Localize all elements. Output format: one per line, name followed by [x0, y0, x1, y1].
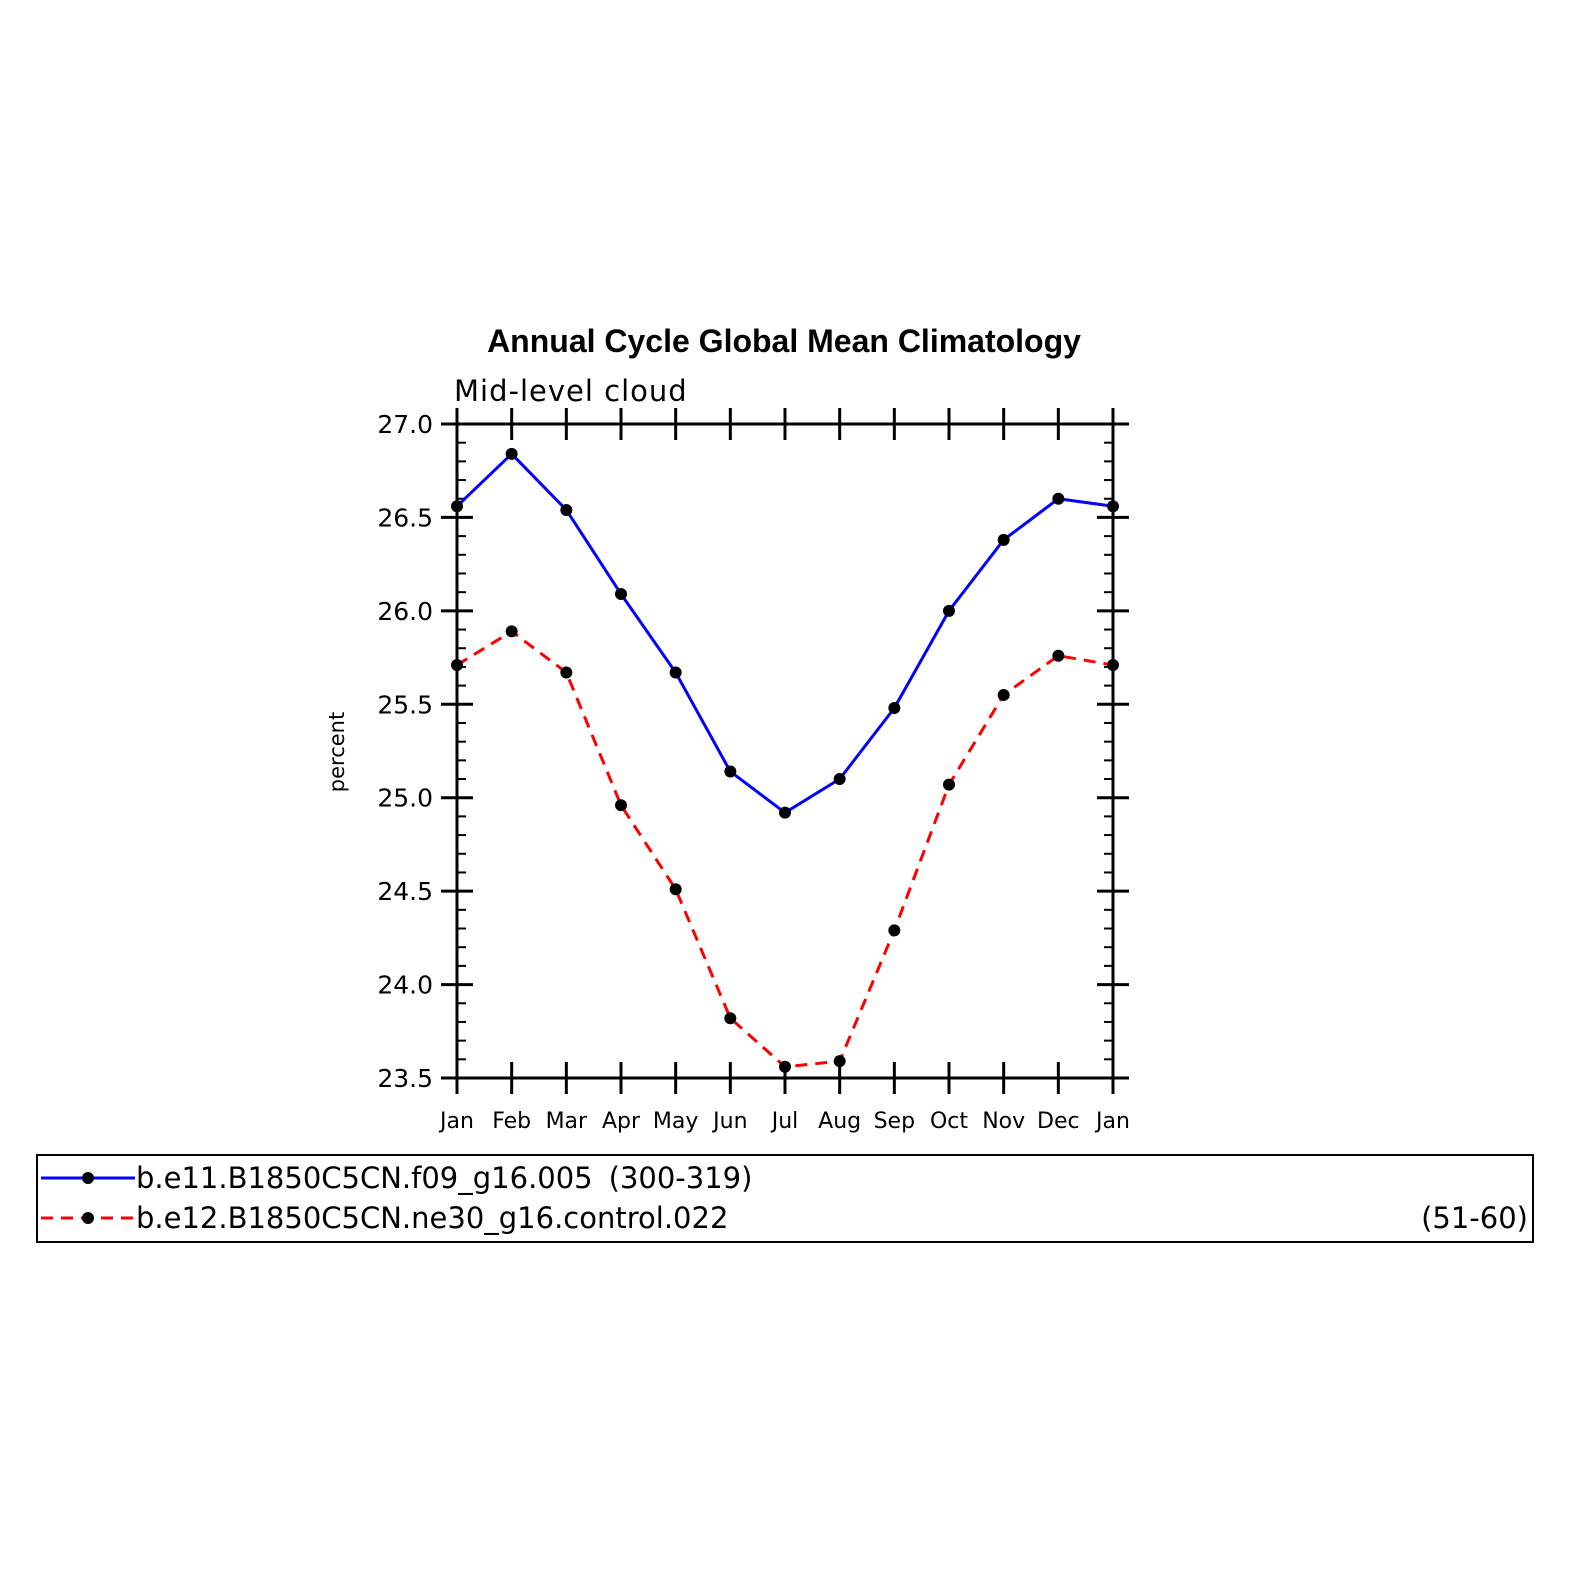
legend-marker — [82, 1212, 94, 1224]
legend-label: b.e11.B1850C5CN.f09_g16.005 — [136, 1161, 593, 1195]
y-tick-label: 23.5 — [377, 1064, 433, 1093]
data-point — [1052, 649, 1065, 662]
y-tick-label: 26.0 — [377, 597, 433, 626]
x-tick-label: Aug — [818, 1109, 861, 1134]
data-point — [505, 447, 518, 460]
x-tick-labels: Jan Feb Mar Apr May Jun Jul Aug Sep Oct Nov Dec Jan — [438, 1109, 1130, 1134]
x-tick-label: Feb — [492, 1109, 531, 1134]
legend-box — [36, 1154, 1534, 1243]
data-point — [451, 500, 463, 513]
chart-subtitle: Mid-level cloud — [454, 374, 688, 408]
y-tick-label: 27.0 — [377, 410, 433, 439]
y-tick-label: 25.0 — [377, 784, 433, 813]
y-tick-label: 24.5 — [377, 877, 433, 906]
axis-ticks — [441, 408, 1129, 1094]
x-tick-label: Oct — [930, 1109, 968, 1134]
data-point — [888, 924, 901, 937]
legend-label: b.e12.B1850C5CN.ne30_g16.control.022 — [136, 1201, 728, 1235]
x-tick-label: Nov — [982, 1109, 1025, 1134]
data-point — [669, 666, 682, 679]
x-tick-label: Jul — [770, 1109, 799, 1134]
x-tick-label: May — [653, 1109, 698, 1134]
data-point — [997, 688, 1010, 701]
chart-title: Annual Cycle Global Mean Climatology — [487, 323, 1081, 359]
series-markers — [451, 447, 1119, 1073]
data-point — [560, 666, 573, 679]
x-tick-label: Mar — [546, 1109, 588, 1134]
series-line-2 — [456, 629, 1114, 1069]
y-tick-label: 25.5 — [377, 690, 433, 719]
data-point — [615, 588, 627, 601]
data-point — [833, 773, 846, 786]
data-point — [1052, 492, 1065, 505]
data-point — [560, 503, 573, 516]
legend-period: (51-60) — [1421, 1201, 1528, 1235]
data-point — [779, 806, 791, 819]
x-tick-label: Sep — [874, 1109, 915, 1134]
x-tick-label: Jan — [1094, 1109, 1130, 1134]
x-tick-label: Dec — [1037, 1109, 1080, 1134]
legend-marker — [82, 1172, 94, 1184]
data-point — [615, 799, 627, 812]
y-tick-label: 26.5 — [377, 503, 433, 532]
data-point — [1107, 500, 1119, 513]
legend: b.e11.B1850C5CN.f09_g16.005 (300-319) b.e1… — [41, 1161, 1528, 1235]
data-point — [779, 1060, 791, 1073]
data-point — [833, 1055, 846, 1068]
data-point — [724, 1012, 737, 1025]
y-axis-label: percent — [325, 712, 349, 792]
legend-period: (300-319) — [609, 1161, 753, 1195]
x-tick-label: Jun — [711, 1109, 747, 1134]
data-point — [943, 778, 955, 791]
data-point — [451, 659, 463, 672]
data-point — [669, 883, 682, 896]
series-lines — [455, 451, 1114, 1069]
y-tick-labels: 23.5 24.0 24.5 25.0 25.5 26.0 26.5 27.0 — [377, 410, 433, 1093]
data-point — [943, 604, 955, 617]
data-point — [1107, 659, 1119, 672]
y-tick-label: 24.0 — [377, 971, 433, 1000]
data-point — [724, 765, 737, 778]
data-point — [888, 702, 901, 715]
x-tick-label: Jan — [438, 1109, 474, 1134]
data-point — [997, 533, 1010, 546]
plot-frame — [455, 422, 1115, 1080]
data-point — [505, 625, 518, 638]
series-line-1 — [455, 451, 1114, 815]
x-tick-label: Apr — [602, 1109, 641, 1134]
